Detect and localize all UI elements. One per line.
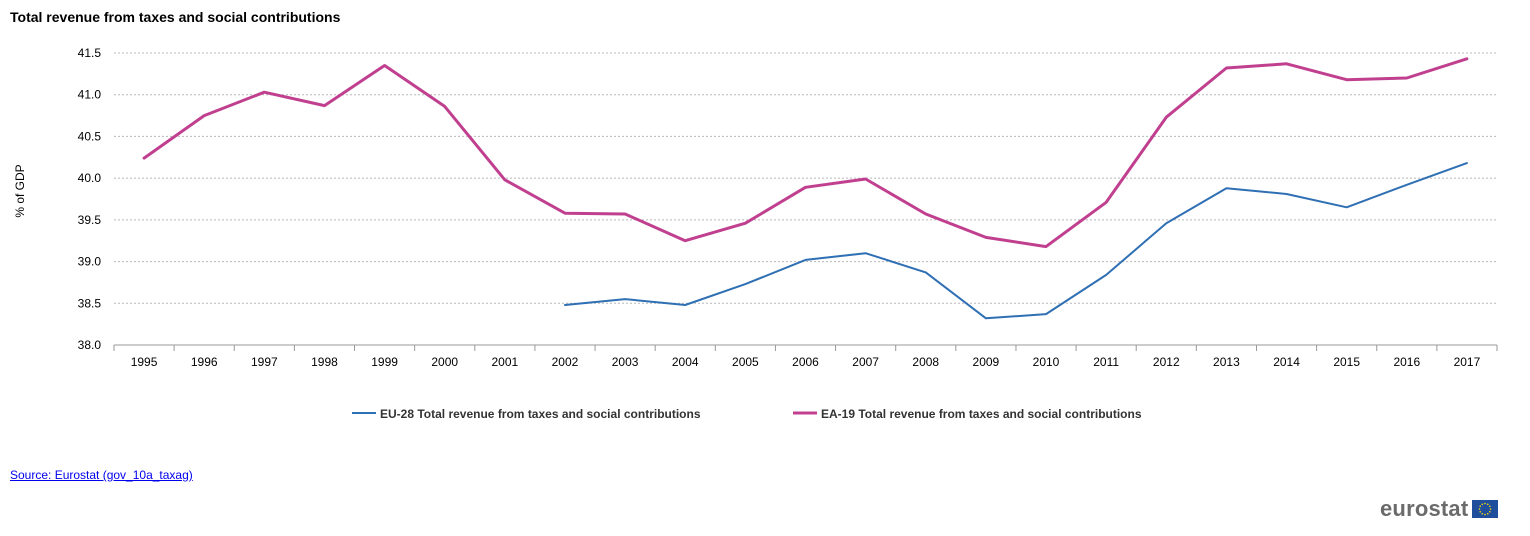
x-tick-label: 1996	[191, 355, 218, 369]
series-lines	[142, 57, 1469, 320]
eu-flag-icon	[1472, 500, 1499, 518]
flag-star	[1481, 503, 1484, 506]
y-tick-label: 41.0	[78, 88, 102, 102]
flag-star	[1489, 505, 1491, 508]
x-tick-label: 2006	[792, 355, 819, 369]
x-tick-label: 2008	[912, 355, 939, 369]
eurostat-logo: eurostat	[1380, 496, 1499, 521]
y-tick-label: 39.5	[78, 213, 102, 227]
x-tick-label: 1997	[251, 355, 278, 369]
flag-star	[1487, 512, 1489, 515]
x-axis	[113, 344, 1498, 351]
x-tick-label: 2009	[973, 355, 1000, 369]
flag-star	[1479, 505, 1482, 508]
x-tick-label: 2003	[612, 355, 639, 369]
x-tick-labels: 1995 1996 1997 1998 1999 2000 2001 2002 2003 2004…	[131, 355, 1481, 369]
legend-label[interactable]: EU-28 Total revenue from taxes and socia…	[380, 407, 701, 421]
x-tick-label: 2014	[1273, 355, 1300, 369]
y-tick-label: 38.0	[78, 338, 102, 352]
y-tick-label: 40.5	[78, 129, 102, 143]
x-tick-label: 2007	[852, 355, 879, 369]
y-tick-label: 39.0	[78, 255, 102, 269]
x-tick-label: 2010	[1033, 355, 1060, 369]
y-tick-label: 40.0	[78, 171, 102, 185]
series-line-eu28	[564, 162, 1468, 320]
flag-star	[1481, 512, 1484, 515]
y-axis-title-group: % of GDP	[13, 164, 27, 217]
x-tick-label: 1998	[311, 355, 338, 369]
flag-star	[1484, 513, 1487, 516]
flag-star	[1487, 503, 1489, 506]
x-tick-label: 1999	[371, 355, 398, 369]
x-tick-label: 2000	[431, 355, 458, 369]
x-tick-label: 2015	[1333, 355, 1360, 369]
flag-star	[1489, 510, 1491, 513]
x-tick-label: 2011	[1093, 355, 1119, 369]
legend-label[interactable]: EA-19 Total revenue from taxes and socia…	[821, 407, 1142, 421]
source-link[interactable]: Source: Eurostat (gov_10a_taxag)	[10, 468, 193, 482]
x-tick-label: 2016	[1393, 355, 1420, 369]
x-tick-label: 1995	[131, 355, 158, 369]
x-tick-label: 2012	[1153, 355, 1180, 369]
flag-star	[1484, 502, 1487, 505]
legend: EU-28 Total revenue from taxes and socia…	[352, 407, 1142, 421]
logo-text: eurostat	[1380, 496, 1469, 521]
x-tick-label: 2013	[1213, 355, 1240, 369]
y-tick-label: 38.5	[78, 296, 102, 310]
y-axis-title: % of GDP	[13, 164, 27, 217]
grid-lines	[114, 52, 1497, 304]
x-tick-label: 2001	[491, 355, 518, 369]
chart-title: Total revenue from taxes and social cont…	[10, 9, 341, 25]
flag-star	[1490, 508, 1492, 510]
x-tick-label: 2004	[672, 355, 699, 369]
x-tick-label: 2002	[552, 355, 579, 369]
flag-star	[1479, 510, 1482, 513]
x-tick-label: 2017	[1454, 355, 1481, 369]
x-tick-label: 2005	[732, 355, 759, 369]
series-line-ea19	[142, 57, 1469, 249]
flag-star	[1479, 508, 1481, 510]
y-tick-label: 41.5	[78, 46, 102, 60]
y-tick-labels: 38.0 38.5 39.0 39.5 40.0 40.5 41.0 41.5	[78, 46, 102, 352]
